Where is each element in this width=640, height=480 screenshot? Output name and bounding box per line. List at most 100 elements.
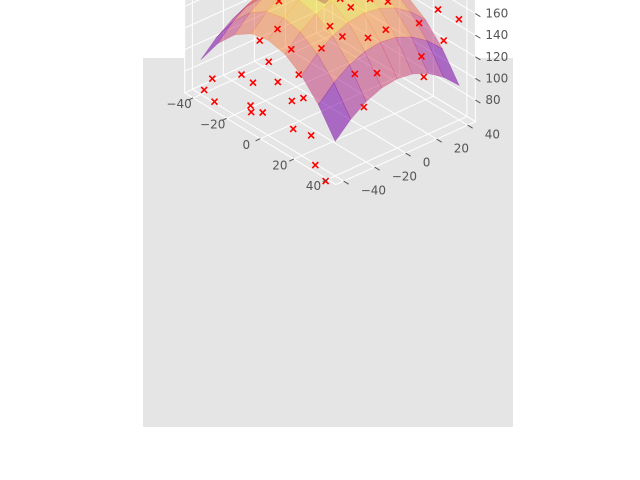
surface-patch	[395, 36, 429, 75]
x-tick-label: −20	[200, 118, 225, 132]
scatter-point	[311, 161, 319, 169]
scatter-mark	[420, 73, 428, 81]
x-tick-label: 40	[306, 179, 321, 193]
scatter-mark	[237, 71, 246, 79]
surface-patch	[249, 0, 278, 14]
scatter-point	[420, 73, 428, 81]
scatter-mark	[382, 26, 390, 34]
scatter-mark	[434, 5, 442, 14]
scatter-mark	[288, 97, 296, 105]
y-tick-label: −40	[361, 183, 386, 197]
surface-patch	[248, 0, 257, 4]
y-tick-label: 20	[454, 141, 469, 155]
y-tick	[405, 152, 411, 157]
scatter-mark	[208, 75, 216, 83]
surface-patch	[333, 64, 367, 120]
scatter-point	[336, 0, 344, 3]
scatter-point	[417, 52, 426, 61]
scatter-point	[274, 78, 282, 86]
scatter-point	[338, 32, 346, 41]
scatter-mark	[247, 108, 255, 116]
scatter-point	[210, 98, 219, 106]
y-tick-label: −20	[392, 169, 417, 183]
scatter-mark	[275, 0, 282, 5]
x-tick	[188, 97, 194, 101]
scatter-mark	[417, 52, 426, 61]
scatter-mark	[364, 34, 372, 42]
scatter-mark	[259, 108, 267, 117]
y-tick	[374, 166, 380, 171]
scatter-mark	[249, 79, 257, 87]
scatter-point	[360, 103, 368, 111]
z-tick-label: 160	[485, 7, 508, 21]
x-tick-label: −40	[166, 97, 191, 111]
scatter-point	[275, 0, 283, 5]
scatter-mark	[317, 44, 326, 52]
scatter-point	[295, 70, 303, 79]
scatter-mark	[347, 3, 355, 11]
x-tick-label: 20	[272, 158, 287, 172]
x-tick	[221, 117, 227, 121]
y-tick	[467, 124, 473, 129]
scatter-point	[373, 69, 381, 77]
scatter-point	[273, 25, 282, 33]
scatter-point	[440, 37, 448, 45]
scatter-point	[455, 15, 463, 23]
gridline-x	[293, 0, 434, 160]
x-tick	[322, 179, 328, 183]
surface-patch	[410, 36, 445, 78]
scatter-mark	[415, 19, 423, 27]
scatter-mark	[338, 32, 346, 41]
scatter-mark	[289, 125, 297, 133]
z-tick-label: 100	[485, 71, 508, 85]
scatter-point	[259, 108, 267, 117]
scatter-point	[208, 75, 216, 83]
y-tick	[436, 138, 442, 143]
z-tick-label: 80	[485, 93, 500, 107]
z-tick-label: 140	[485, 28, 508, 42]
scatter-point	[434, 5, 442, 14]
scatter-mark	[200, 86, 208, 94]
gridline-x	[327, 0, 468, 180]
scatter-point	[347, 3, 355, 11]
scatter-point	[299, 94, 307, 102]
x-tick	[255, 138, 261, 142]
scatter-point	[382, 26, 390, 34]
surface	[200, 0, 460, 143]
scatter-point	[265, 58, 273, 66]
scatter-point	[288, 97, 296, 105]
scatter-point	[317, 44, 326, 52]
scatter-point	[351, 70, 359, 78]
scatter-mark	[351, 70, 359, 78]
scatter-mark	[440, 37, 448, 45]
scatter-mark	[256, 36, 264, 45]
scatter-mark	[273, 25, 282, 33]
scatter-point	[322, 177, 330, 185]
surface-patch	[329, 0, 334, 2]
scatter-mark	[370, 0, 374, 3]
scatter-mark	[336, 0, 340, 3]
scatter-mark	[326, 22, 334, 30]
scatter-point	[287, 45, 295, 53]
z-tick	[475, 77, 481, 82]
scatter-mark	[455, 15, 463, 23]
scatter-point	[289, 125, 297, 133]
scatter-point	[384, 0, 392, 6]
y-tick	[343, 180, 349, 185]
scatter-mark	[311, 161, 319, 169]
z-tick	[475, 34, 481, 39]
scatter-mark	[360, 103, 368, 111]
scatter-point	[326, 22, 334, 30]
scatter-mark	[210, 98, 219, 106]
scatter-mark	[299, 94, 307, 102]
surface-patch	[318, 82, 352, 143]
z-tick	[475, 99, 481, 104]
y-tick-label: 0	[423, 155, 431, 169]
z-tick-label: 120	[485, 50, 508, 64]
scatter-mark	[307, 131, 315, 139]
scatter-point	[246, 102, 255, 110]
scatter-point	[247, 108, 255, 116]
